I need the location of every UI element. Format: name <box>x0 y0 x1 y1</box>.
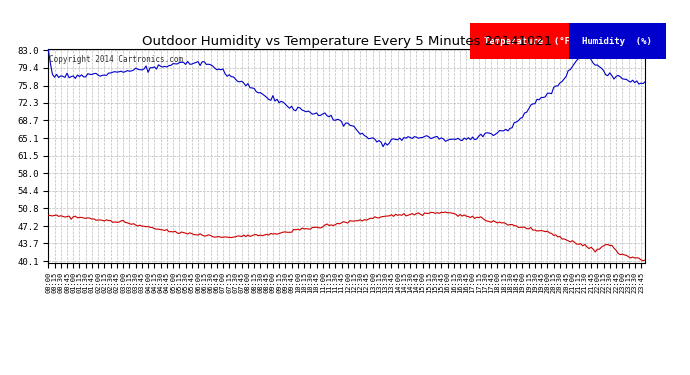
Title: Outdoor Humidity vs Temperature Every 5 Minutes 20141021: Outdoor Humidity vs Temperature Every 5 … <box>141 34 552 48</box>
Text: Humidity  (%): Humidity (%) <box>582 36 652 45</box>
Text: Copyright 2014 Cartronics.com: Copyright 2014 Cartronics.com <box>49 55 183 64</box>
Text: Temperature  (°F): Temperature (°F) <box>484 36 575 45</box>
